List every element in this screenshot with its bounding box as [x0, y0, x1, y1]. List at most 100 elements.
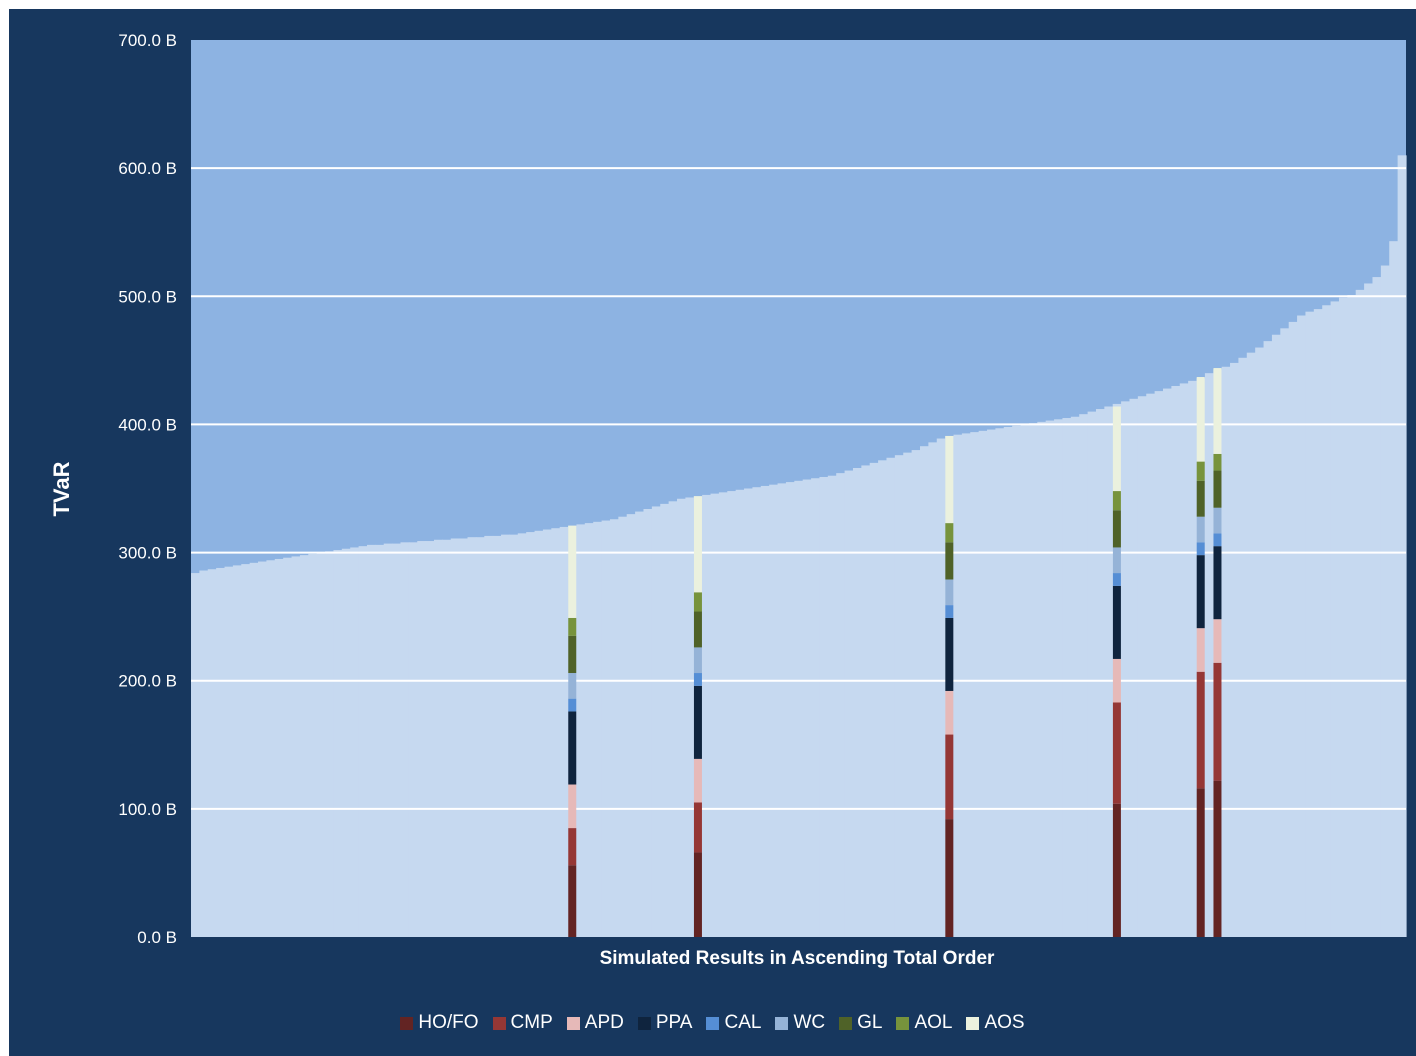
total-bar: [1163, 388, 1172, 937]
stack-segment: [1112, 585, 1121, 659]
total-bar: [1238, 357, 1248, 937]
stack-segment: [568, 617, 577, 636]
total-bar: [308, 553, 318, 937]
stack-segment: [1213, 507, 1222, 534]
stack-segment: [945, 617, 954, 691]
total-bar: [1062, 418, 1072, 937]
total-bar: [526, 532, 536, 937]
stack-segment: [693, 611, 702, 648]
total-bar: [1364, 283, 1374, 938]
stack-segment: [1112, 573, 1121, 586]
legend-swatch: [896, 1016, 910, 1030]
total-bar: [366, 544, 376, 937]
total-bar: [878, 460, 888, 937]
total-bar: [626, 514, 636, 937]
total-bar: [1305, 311, 1315, 937]
total-bar: [1179, 383, 1189, 937]
stack-segment: [1196, 461, 1205, 481]
total-bar: [1146, 393, 1156, 937]
stack-segment: [1196, 628, 1205, 672]
total-bar: [291, 556, 301, 937]
stack-segment: [693, 685, 702, 759]
total-bar: [1221, 366, 1231, 937]
stack-segment: [945, 690, 954, 735]
total-bar: [1204, 373, 1214, 937]
stack-segment: [1196, 671, 1205, 789]
stack-segment: [568, 698, 577, 712]
total-bar: [802, 479, 812, 937]
total-bar: [191, 573, 200, 937]
total-bar: [961, 433, 971, 937]
legend-swatch: [637, 1016, 651, 1030]
legend-label: GL: [857, 1012, 883, 1033]
total-bar: [794, 480, 804, 937]
total-bar: [1121, 401, 1131, 937]
chart-svg: 0.0 B 100.0 B 200.0 B 300.0 B 400.0 B 500.0 B…: [49, 31, 1407, 969]
y-tick-label: 300.0 B: [118, 544, 177, 563]
total-bar: [1054, 419, 1064, 937]
total-bar: [987, 429, 997, 937]
stack-segment: [1196, 377, 1205, 462]
total-bar: [232, 565, 242, 937]
stack-segment: [1112, 803, 1121, 937]
total-bar: [358, 546, 368, 937]
stack-segment: [693, 496, 702, 593]
stack-segment: [568, 525, 577, 618]
total-bar: [484, 535, 494, 937]
y-tick-label: 500.0 B: [118, 287, 177, 306]
y-tick-label: 600.0 B: [118, 159, 177, 178]
stack-segment: [1196, 516, 1205, 543]
total-bar: [283, 557, 293, 937]
total-bar: [844, 470, 854, 937]
total-bar: [517, 533, 527, 937]
total-bar: [299, 555, 309, 937]
stack-segment: [693, 758, 702, 803]
total-bar: [559, 526, 569, 937]
total-bar: [375, 544, 385, 937]
stack-segment: [568, 711, 577, 785]
stack-segment: [1196, 555, 1205, 629]
total-bar: [894, 455, 904, 937]
total-bar: [1154, 391, 1164, 937]
total-bar: [417, 541, 427, 937]
total-bar: [978, 430, 988, 937]
total-bar: [903, 452, 913, 937]
total-bar: [316, 552, 326, 937]
total-bar: [1297, 315, 1307, 937]
total-bar: [1129, 398, 1139, 937]
total-bar: [819, 476, 829, 937]
y-tick-labels: 0.0 B 100.0 B 200.0 B 300.0 B 400.0 B 500.0 B…: [118, 31, 177, 947]
stack-segment: [1196, 542, 1205, 556]
stack-segment: [693, 592, 702, 612]
total-bar: [677, 498, 686, 937]
stack-segment: [1196, 480, 1205, 517]
legend-item: CAL: [706, 1012, 761, 1034]
total-bar: [777, 483, 787, 937]
total-bar: [442, 539, 452, 937]
total-bar: [1255, 347, 1265, 937]
total-bar: [660, 503, 670, 937]
total-bar: [1070, 416, 1080, 937]
stack-segment: [945, 579, 954, 606]
total-bar: [266, 560, 276, 937]
total-bar: [207, 569, 217, 937]
total-bar: [744, 488, 754, 937]
total-bar: [584, 523, 594, 937]
stack-segment: [1112, 658, 1121, 703]
total-bar: [1372, 277, 1382, 937]
legend-item: APD: [566, 1012, 624, 1034]
stack-segment: [1213, 533, 1222, 547]
stack-segment: [1213, 780, 1222, 937]
total-bar: [1355, 289, 1365, 937]
total-bar: [1003, 426, 1013, 937]
total-bar: [1330, 301, 1340, 937]
legend-label: WC: [793, 1012, 826, 1033]
total-bar: [785, 482, 795, 937]
stack-segment: [1112, 510, 1121, 548]
total-bar: [450, 538, 460, 937]
total-bars: [191, 155, 1407, 938]
legend-item: AOL: [896, 1012, 952, 1034]
total-bar: [1037, 421, 1047, 937]
legend-label: HO/FO: [418, 1012, 479, 1033]
total-bar: [392, 543, 402, 937]
